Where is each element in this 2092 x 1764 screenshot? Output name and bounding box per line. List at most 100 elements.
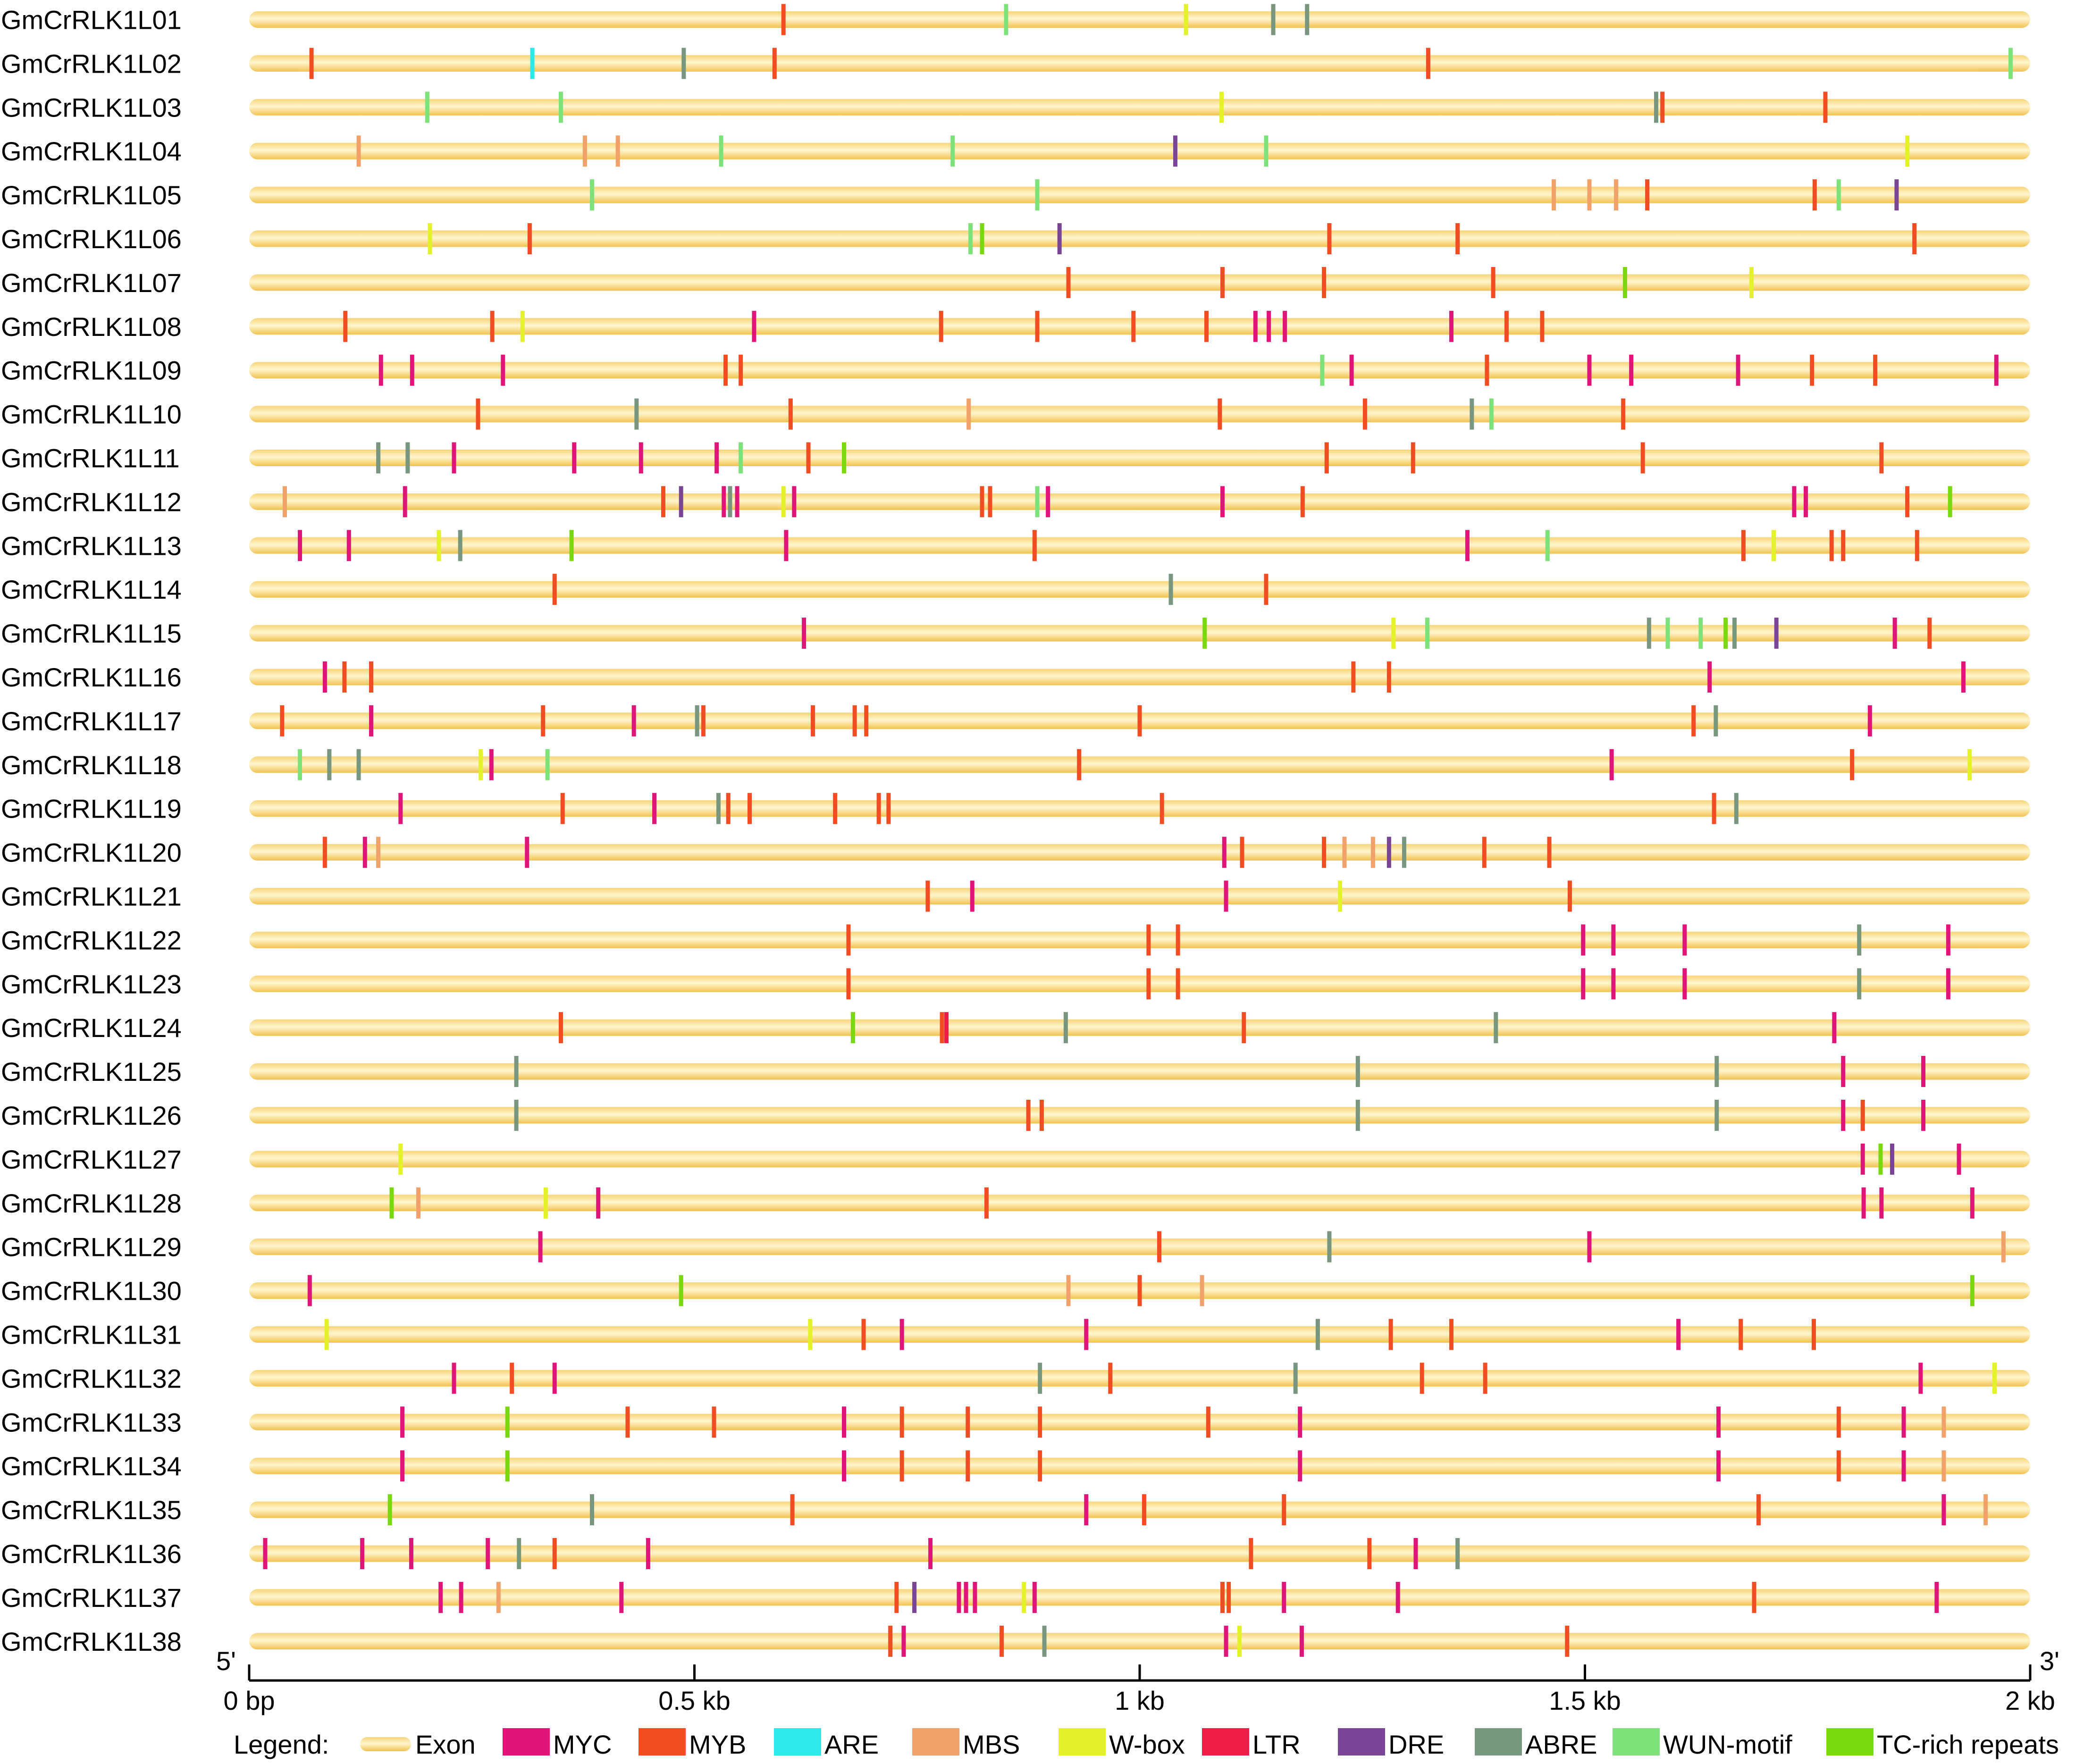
element-myc-mark bbox=[1892, 618, 1897, 649]
element-dre-mark bbox=[679, 486, 683, 518]
element-myc-mark bbox=[1941, 1494, 1946, 1526]
element-myb-mark bbox=[1324, 442, 1329, 474]
gene-row: GmCrRLK1L24 bbox=[1, 1012, 2030, 1044]
legend-label-abre: ABRE bbox=[1525, 1730, 1597, 1759]
element-myb-mark bbox=[1386, 661, 1391, 693]
element-wbox-mark bbox=[324, 1319, 329, 1350]
gene-label: GmCrRLK1L13 bbox=[1, 531, 182, 560]
element-myc-mark bbox=[1611, 968, 1616, 1000]
element-myb-mark bbox=[864, 705, 869, 736]
element-myb-mark bbox=[1873, 354, 1878, 386]
gene-row: GmCrRLK1L02 bbox=[1, 48, 2030, 79]
exon-bar bbox=[249, 581, 2030, 598]
element-wun-mark bbox=[1320, 354, 1325, 386]
element-myc-mark bbox=[486, 1538, 490, 1569]
element-myb-mark bbox=[790, 1494, 795, 1526]
element-myb-mark bbox=[1660, 92, 1665, 123]
element-myb-mark bbox=[1242, 1012, 1246, 1044]
element-myb-mark bbox=[552, 574, 557, 605]
gene-row: GmCrRLK1L27 bbox=[1, 1143, 2030, 1175]
element-abre-mark bbox=[1734, 793, 1739, 824]
gene-row: GmCrRLK1L20 bbox=[1, 836, 2030, 868]
gene-label: GmCrRLK1L25 bbox=[1, 1057, 182, 1087]
x-axis-ticks: 0 bp 0.5 kb 1 kb 1.5 kb 2 kb bbox=[224, 1664, 2055, 1715]
element-myb-mark bbox=[1905, 486, 1910, 518]
exon-bar bbox=[249, 1501, 2030, 1518]
legend-swatch-are bbox=[774, 1728, 821, 1756]
element-myc-mark bbox=[378, 354, 383, 386]
element-abre-mark bbox=[1168, 574, 1173, 605]
element-abre-mark bbox=[1455, 1538, 1460, 1569]
element-abre-mark bbox=[1063, 1012, 1068, 1044]
element-myb-mark bbox=[939, 310, 943, 342]
element-myb-mark bbox=[1327, 223, 1332, 254]
element-myb-mark bbox=[1621, 398, 1626, 430]
element-myc-mark bbox=[1970, 1187, 1974, 1219]
exon-bar bbox=[249, 1545, 2030, 1562]
element-myb-mark bbox=[1146, 924, 1151, 956]
element-wun-mark bbox=[589, 179, 594, 211]
element-myc-mark bbox=[1682, 924, 1687, 956]
element-myb-mark bbox=[343, 310, 348, 342]
element-tc-mark bbox=[569, 530, 574, 561]
element-myb-mark bbox=[1850, 749, 1855, 780]
element-myc-mark bbox=[1609, 749, 1614, 780]
element-myb-mark bbox=[1829, 530, 1834, 561]
element-mbs-mark bbox=[966, 398, 971, 430]
element-myb-mark bbox=[1691, 705, 1696, 736]
gene-row: GmCrRLK1L07 bbox=[1, 267, 2030, 298]
element-abre-mark bbox=[514, 1100, 519, 1131]
element-myc-mark bbox=[619, 1581, 624, 1613]
gene-label: GmCrRLK1L12 bbox=[1, 487, 182, 517]
x-axis: 5' 3' 0 bp 0.5 kb 1 kb 1.5 kb 2 kb bbox=[216, 1646, 2059, 1715]
element-myc-mark bbox=[722, 486, 726, 518]
element-mbs-mark bbox=[1614, 179, 1619, 211]
legend-label-mbs: MBS bbox=[963, 1730, 1020, 1759]
element-abre-mark bbox=[1732, 618, 1737, 649]
gene-tracks: GmCrRLK1L01 GmCrRLK1L02 GmCrRLK1L03 GmCrRLK… bbox=[1, 4, 2030, 1657]
element-myc-mark bbox=[298, 530, 302, 561]
element-myb-mark bbox=[1322, 267, 1327, 298]
element-myc-mark bbox=[842, 1406, 847, 1438]
element-abre-mark bbox=[405, 442, 410, 474]
element-myb-mark bbox=[966, 1450, 970, 1482]
element-myb-mark bbox=[1811, 1319, 1816, 1350]
element-myb-mark bbox=[1220, 267, 1225, 298]
element-abre-mark bbox=[1327, 1231, 1332, 1262]
element-myb-mark bbox=[894, 1581, 899, 1613]
element-abre-mark bbox=[1315, 1319, 1320, 1350]
gene-label: GmCrRLK1L29 bbox=[1, 1232, 182, 1262]
gene-label: GmCrRLK1L36 bbox=[1, 1539, 182, 1569]
gene-label: GmCrRLK1L05 bbox=[1, 180, 182, 210]
element-myb-mark bbox=[712, 1406, 716, 1438]
element-myc-mark bbox=[1736, 354, 1740, 386]
element-abre-mark bbox=[1647, 618, 1651, 649]
legend-label-dre: DRE bbox=[1388, 1730, 1444, 1759]
element-myb-mark bbox=[984, 1187, 989, 1219]
element-dre-mark bbox=[1057, 223, 1062, 254]
element-myb-mark bbox=[1640, 442, 1645, 474]
legend-label-myc: MYC bbox=[553, 1730, 612, 1759]
element-tc-mark bbox=[1622, 267, 1627, 298]
exon-bar bbox=[249, 1019, 2030, 1036]
element-myb-mark bbox=[1567, 880, 1572, 912]
element-mbs-mark bbox=[582, 135, 587, 167]
element-wun-mark bbox=[968, 223, 973, 254]
x-tick-label: 1 kb bbox=[1115, 1686, 1165, 1715]
element-myb-mark bbox=[661, 486, 665, 518]
legend-label-wbox: W-box bbox=[1109, 1730, 1185, 1759]
element-myc-mark bbox=[784, 530, 789, 561]
element-myb-mark bbox=[886, 793, 891, 824]
element-myb-mark bbox=[772, 48, 777, 79]
gene-row: GmCrRLK1L06 bbox=[1, 223, 2030, 254]
gene-label: GmCrRLK1L37 bbox=[1, 1583, 182, 1613]
gene-row: GmCrRLK1L26 bbox=[1, 1100, 2030, 1131]
gene-row: GmCrRLK1L33 bbox=[1, 1406, 2030, 1438]
element-myb-mark bbox=[1547, 836, 1552, 868]
element-myb-mark bbox=[1388, 1319, 1393, 1350]
element-myc-mark bbox=[452, 1363, 456, 1394]
element-myc-mark bbox=[1879, 1187, 1884, 1219]
exon-bar bbox=[249, 318, 2030, 335]
element-myc-mark bbox=[322, 661, 327, 693]
legend-label-wun: WUN-motif bbox=[1663, 1730, 1792, 1759]
